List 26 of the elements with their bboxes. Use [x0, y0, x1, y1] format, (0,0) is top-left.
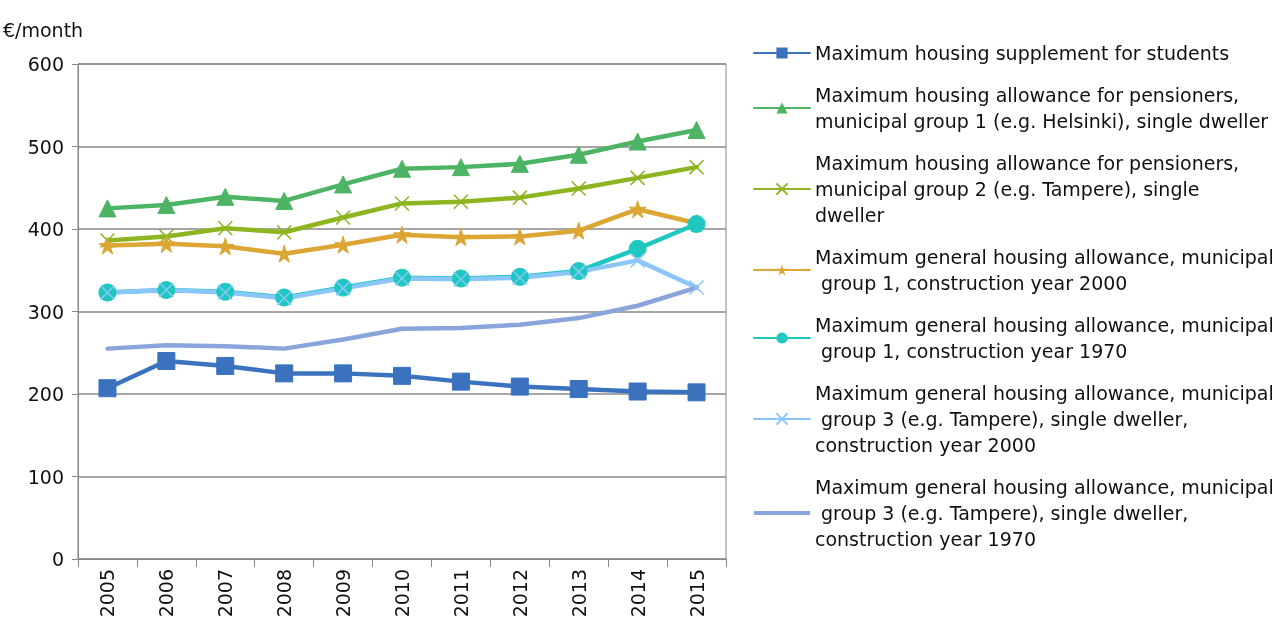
- y-tick-label: 200: [27, 383, 64, 405]
- y-tick-label: 300: [27, 300, 64, 323]
- legend-label: Maximum general housing allowance, municipal group 3 (e.g. Tampere), single dweller, construction year 2000: [815, 382, 1274, 456]
- x-tick-label: 2007: [214, 569, 237, 618]
- y-tick-label: 0: [51, 548, 64, 570]
- y-tick-label: 100: [27, 465, 64, 488]
- legend-label: Maximum general housing allowance, municipal group 3 (e.g. Tampere), single dweller, construction year 1970: [815, 476, 1274, 550]
- x-tick-label: 2011: [449, 569, 472, 618]
- x-tick-label: 2008: [273, 569, 296, 618]
- x-tick-label: 2005: [96, 569, 119, 618]
- x-tick-label: 2013: [567, 569, 590, 618]
- legend-label: Maximum general housing allowance, municipal group 1, construction year 2000: [815, 246, 1274, 294]
- x-tick-label: 2015: [685, 569, 708, 618]
- y-axis-title: €/month: [3, 18, 84, 41]
- y-tick-label: 600: [27, 53, 64, 75]
- legend-label: Maximum housing allowance for pensioners, municipal group 1 (e.g. Helsinki), single dweller: [815, 84, 1269, 132]
- x-tick-label: 2010: [391, 569, 413, 618]
- x-tick-label: 2012: [508, 569, 531, 618]
- y-tick-label: 500: [27, 135, 64, 158]
- x-tick-label: 2009: [332, 569, 355, 618]
- legend-label: Maximum general housing allowance, municipal group 1, construction year 1970: [815, 314, 1274, 362]
- y-tick-label: 400: [27, 218, 64, 240]
- x-tick-label: 2014: [626, 569, 649, 618]
- legend-label: Maximum housing allowance for pensioners, municipal group 2 (e.g. Tampere), single dweller: [815, 152, 1246, 226]
- x-tick-label: 2006: [155, 569, 178, 618]
- legend-label: Maximum housing supplement for students: [815, 42, 1230, 64]
